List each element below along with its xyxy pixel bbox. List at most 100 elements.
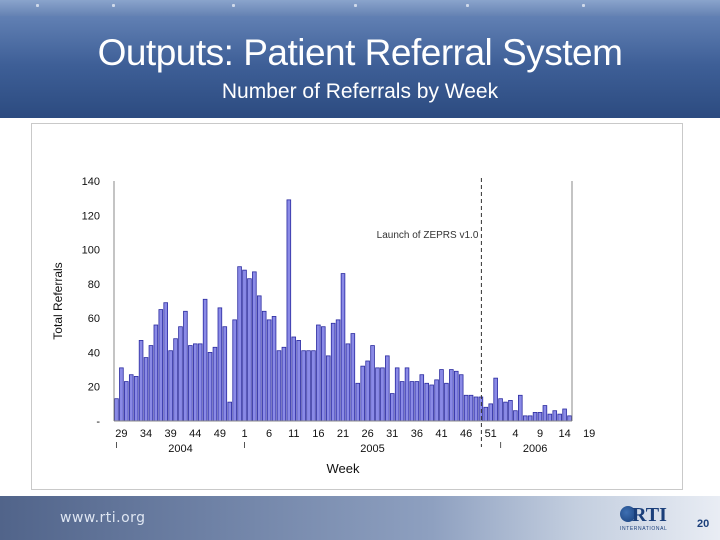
x-tick-label: 14 [558,428,570,440]
bar [291,336,297,422]
slide-footer: www.rti.org RTI INTERNATIONAL 20 [0,496,720,540]
x-tick-label: 51 [485,428,497,440]
bar [311,350,316,422]
x-tick-label: 44 [189,428,201,440]
bar [562,408,567,422]
bar [321,326,326,422]
bar [552,410,558,422]
y-tick-label: 120 [82,210,100,222]
slide-subtitle: Number of Referrals by Week [221,80,499,103]
chart-frame: -20 40 60 80 100 120 140 29 34 39 44 49 1 6 11 16 21 26 3… [31,123,683,490]
x-axis-label: Week [327,461,360,476]
bar [247,278,252,422]
bar [207,352,213,422]
bar [458,374,464,422]
y-tick-label: 100 [82,245,100,257]
decorative-dot [354,4,357,7]
x-tick-label: 11 [288,428,299,440]
bar [271,316,277,422]
bar [252,271,257,422]
logo-text: RTI [632,504,667,526]
bar [227,401,233,422]
bar [463,394,469,422]
bar [242,269,247,422]
x-tick-label: 29 [115,428,127,440]
bar [325,355,331,422]
bar [532,412,538,422]
bar [542,405,548,422]
x-tick-label: 4 [512,428,518,440]
bar [483,406,489,422]
y-tick-label: 80 [88,279,100,291]
bar [202,298,208,422]
bar [261,310,267,422]
bar [168,350,173,422]
bar [439,369,444,422]
bar [119,367,124,422]
x-tick-label: 36 [411,428,423,440]
x-tick-label: 9 [537,428,543,440]
x-tick-label: 34 [140,428,152,440]
bar [197,343,203,422]
bar [128,374,134,422]
bar [153,324,159,422]
x-tick-label: 31 [386,428,398,440]
bar [547,413,553,422]
x-tick-label: 26 [361,428,373,440]
bar [394,367,400,422]
x-tick-label: 41 [435,428,447,440]
y-tick-label: 40 [88,347,100,359]
bar [380,367,385,422]
globe-icon [620,506,636,522]
y-tick-label: - [96,416,100,428]
bar [281,346,287,422]
x-tick-label: 6 [266,428,272,440]
bar [522,415,528,422]
bar [513,410,518,422]
year-label: 2004 [168,443,192,455]
bar [389,393,395,422]
x-tick-label: 19 [583,428,595,440]
bar [473,396,479,422]
x-tick-label: 21 [337,428,349,440]
bar [133,376,139,422]
bar [375,367,380,422]
year-labels: 2004 2005 2006 [168,443,547,455]
slide-title: Outputs: Patient Referral System [97,32,623,73]
bar [188,345,193,422]
bar [409,381,415,422]
bar [414,381,420,422]
bar [419,374,425,422]
bar [330,322,336,422]
decorative-dot [232,4,235,7]
bar [173,338,178,422]
bar [286,199,292,422]
decorative-dot [466,4,469,7]
footer-url[interactable]: www.rti.org [60,510,146,526]
bar [296,340,301,422]
bar [257,295,262,422]
bar [508,400,513,422]
y-tick-label: 60 [88,313,100,325]
bar [340,273,346,422]
bar [335,319,341,422]
bar [222,326,228,422]
bar [429,384,434,422]
bar [355,382,361,422]
header-stripe [0,0,720,16]
slide-header: Outputs: Patient Referral System Number … [0,0,720,118]
bar [567,415,572,422]
bar [301,350,306,422]
bar [518,394,523,422]
y-tick-label: 20 [88,382,100,394]
bar [316,324,321,422]
x-tick-labels: 29 34 39 44 49 1 6 11 16 21 26 31 36 41 46 51 4 9 14 19 [115,428,595,448]
bar [399,381,405,422]
bar [266,319,272,422]
bar [143,357,149,422]
bar [488,403,494,422]
bar [306,350,311,422]
bar [183,310,188,422]
bar [365,360,370,422]
